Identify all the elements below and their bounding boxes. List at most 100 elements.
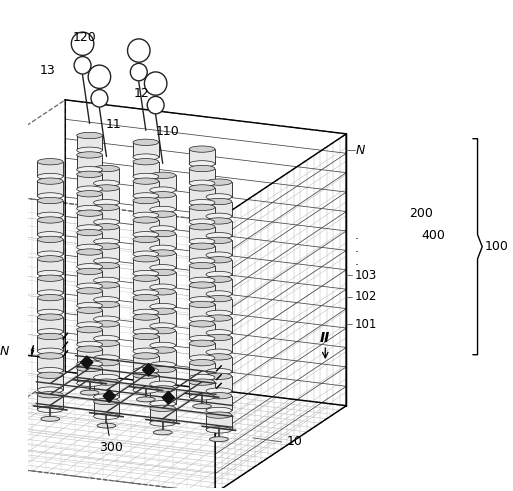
Text: 100: 100 (485, 240, 508, 253)
Polygon shape (189, 227, 215, 242)
Ellipse shape (93, 335, 120, 342)
Ellipse shape (77, 327, 103, 333)
Ellipse shape (133, 251, 159, 257)
Ellipse shape (37, 173, 63, 180)
Ellipse shape (133, 193, 159, 199)
Ellipse shape (150, 303, 175, 310)
Ellipse shape (37, 178, 63, 184)
Ellipse shape (136, 397, 155, 402)
Polygon shape (206, 396, 232, 410)
Ellipse shape (189, 199, 215, 206)
Ellipse shape (93, 374, 120, 381)
Polygon shape (206, 260, 232, 274)
Ellipse shape (206, 257, 232, 263)
Ellipse shape (206, 315, 232, 321)
Polygon shape (189, 149, 215, 164)
Ellipse shape (150, 265, 175, 271)
Text: 10: 10 (286, 436, 302, 448)
Text: 102: 102 (354, 291, 377, 303)
Circle shape (91, 89, 108, 107)
Ellipse shape (37, 232, 63, 238)
Ellipse shape (189, 374, 215, 381)
Ellipse shape (93, 204, 120, 211)
Ellipse shape (133, 309, 159, 316)
Ellipse shape (150, 172, 175, 178)
Text: 120: 120 (73, 31, 97, 44)
Ellipse shape (206, 329, 232, 336)
Circle shape (128, 39, 150, 62)
Polygon shape (150, 292, 175, 306)
Polygon shape (133, 200, 159, 216)
Polygon shape (133, 375, 159, 390)
Ellipse shape (93, 340, 120, 347)
Ellipse shape (93, 394, 120, 400)
Polygon shape (77, 155, 103, 170)
Ellipse shape (150, 230, 175, 237)
Ellipse shape (77, 147, 103, 153)
Ellipse shape (133, 212, 159, 218)
Ellipse shape (133, 159, 159, 165)
Polygon shape (150, 330, 175, 345)
Ellipse shape (77, 229, 103, 236)
Polygon shape (77, 252, 103, 267)
Text: N: N (0, 345, 9, 358)
Ellipse shape (93, 180, 120, 187)
Ellipse shape (93, 316, 120, 323)
Polygon shape (103, 390, 115, 402)
Ellipse shape (150, 284, 175, 290)
Ellipse shape (206, 334, 232, 341)
Ellipse shape (93, 413, 120, 419)
Ellipse shape (93, 277, 120, 283)
Ellipse shape (133, 197, 159, 204)
Ellipse shape (37, 407, 63, 412)
Ellipse shape (189, 282, 215, 288)
Ellipse shape (189, 340, 215, 347)
Polygon shape (93, 266, 120, 280)
Ellipse shape (206, 349, 232, 355)
Ellipse shape (189, 204, 215, 211)
Polygon shape (206, 241, 232, 255)
Text: 400: 400 (421, 229, 445, 242)
Circle shape (130, 63, 147, 81)
Polygon shape (133, 220, 159, 235)
Ellipse shape (37, 275, 63, 281)
Text: 110: 110 (155, 125, 179, 138)
Circle shape (147, 96, 164, 114)
Ellipse shape (93, 258, 120, 264)
Polygon shape (37, 220, 63, 235)
Polygon shape (150, 311, 175, 326)
Ellipse shape (77, 268, 103, 274)
Polygon shape (206, 201, 232, 216)
Polygon shape (189, 304, 215, 319)
Polygon shape (93, 168, 120, 183)
Ellipse shape (133, 314, 159, 320)
Ellipse shape (206, 218, 232, 224)
Polygon shape (133, 317, 159, 332)
Ellipse shape (133, 178, 159, 184)
Ellipse shape (37, 372, 63, 379)
Ellipse shape (77, 133, 103, 138)
Polygon shape (93, 246, 120, 261)
Circle shape (71, 32, 94, 55)
Ellipse shape (93, 282, 120, 288)
Ellipse shape (77, 365, 103, 372)
Ellipse shape (150, 401, 175, 407)
Circle shape (74, 56, 91, 74)
Polygon shape (77, 272, 103, 286)
Polygon shape (77, 136, 103, 150)
Text: 12: 12 (133, 87, 149, 100)
Polygon shape (77, 174, 103, 189)
Ellipse shape (77, 249, 103, 255)
Ellipse shape (37, 391, 63, 398)
Text: II: II (320, 331, 330, 345)
Ellipse shape (41, 416, 60, 421)
Ellipse shape (93, 398, 120, 405)
Ellipse shape (133, 217, 159, 223)
Ellipse shape (206, 179, 232, 185)
Ellipse shape (150, 366, 175, 373)
Circle shape (144, 72, 167, 95)
Ellipse shape (189, 243, 215, 249)
Polygon shape (133, 278, 159, 293)
Polygon shape (206, 221, 232, 236)
Polygon shape (77, 194, 103, 209)
